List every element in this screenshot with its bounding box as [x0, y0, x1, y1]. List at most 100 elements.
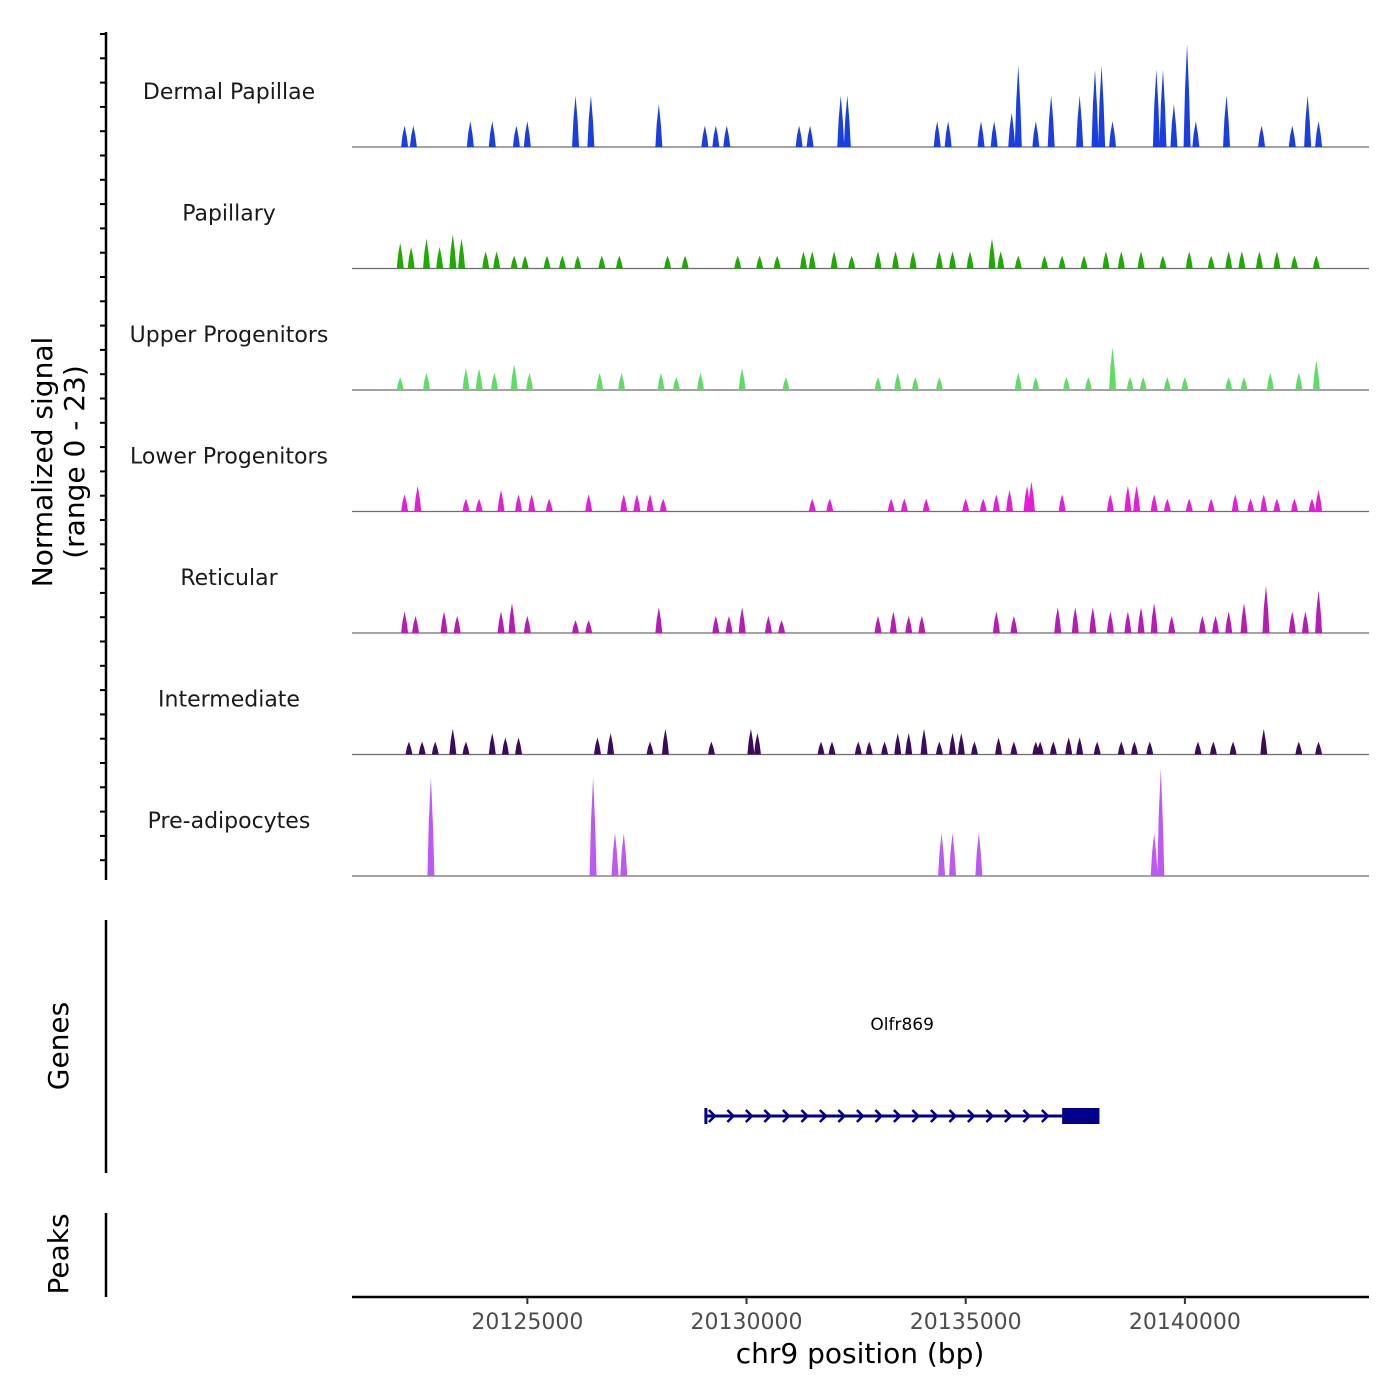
- signal-peak: [462, 741, 470, 755]
- signal-peak: [1126, 377, 1134, 390]
- signal-peak: [1058, 494, 1066, 512]
- signal-peak: [1117, 741, 1125, 755]
- signal-peak: [1146, 741, 1154, 755]
- signal-peak: [1315, 590, 1323, 633]
- signal-peak: [1089, 607, 1097, 633]
- signal-peak: [1010, 741, 1018, 755]
- strand-arrow: [911, 1109, 921, 1123]
- signal-peak: [1150, 833, 1158, 876]
- signal-peak: [593, 737, 601, 755]
- signal-peak: [966, 251, 974, 269]
- signal-peak: [1093, 741, 1101, 755]
- signal-peak: [589, 777, 597, 876]
- signal-peak: [979, 498, 987, 512]
- signal-peak: [738, 368, 746, 390]
- signal-peak: [1273, 251, 1281, 269]
- signal-peak: [458, 238, 466, 269]
- signal-peak: [659, 498, 667, 512]
- signal-peak: [933, 121, 941, 147]
- signal-peak: [1240, 377, 1248, 390]
- signal-peak: [1260, 494, 1268, 512]
- signal-peak: [843, 95, 851, 147]
- signal-peak: [587, 95, 595, 147]
- signal-peak: [938, 833, 946, 876]
- signal-peak: [1152, 69, 1160, 147]
- strand-arrow: [1003, 1109, 1013, 1123]
- signal-peak: [1006, 490, 1014, 512]
- signal-peak: [865, 741, 873, 755]
- signal-peak: [889, 611, 897, 633]
- signal-peak: [756, 255, 764, 269]
- signal-peak: [707, 741, 715, 755]
- signal-peak: [1312, 255, 1320, 269]
- signal-peak: [1223, 95, 1231, 147]
- signal-peak: [545, 498, 553, 512]
- signal-peak: [497, 611, 505, 633]
- signal-peak: [1229, 741, 1237, 755]
- signal-peak: [646, 494, 654, 512]
- track-lower-progenitors: Lower Progenitors: [130, 445, 1369, 513]
- signal-peak: [543, 255, 551, 269]
- signal-peak: [887, 498, 895, 512]
- signal-peak: [528, 494, 536, 512]
- signal-peak: [1194, 741, 1202, 755]
- signal-peak: [944, 121, 952, 147]
- signal-peak: [894, 372, 902, 390]
- signal-peak: [747, 728, 755, 755]
- signal-peak: [701, 125, 709, 147]
- signal-peak: [905, 733, 913, 755]
- signal-peak: [488, 121, 496, 147]
- signal-peak: [440, 611, 448, 633]
- track-label: Lower Progenitors: [130, 445, 328, 470]
- signal-peak: [1170, 104, 1178, 147]
- signal-peak: [466, 121, 474, 147]
- gene-olfr869: Olfr869: [704, 1015, 1100, 1124]
- signal-peak: [672, 377, 680, 390]
- signal-peak: [1150, 602, 1158, 633]
- signal-peak: [738, 607, 746, 633]
- signal-peak: [1076, 95, 1084, 147]
- signal-peak: [1054, 607, 1062, 633]
- signal-peak: [1301, 611, 1309, 633]
- signal-peak: [900, 498, 908, 512]
- signal-peak: [1159, 69, 1167, 147]
- signal-peak: [508, 602, 516, 633]
- signal-peak: [497, 490, 505, 512]
- signal-peak: [618, 372, 626, 390]
- signal-peak: [661, 728, 669, 755]
- y-axis-title: Normalized signal: [26, 337, 59, 588]
- signal-peak: [795, 125, 803, 147]
- signal-peak: [1209, 741, 1217, 755]
- signal-peak: [523, 615, 531, 633]
- signal-peak: [407, 247, 415, 269]
- signal-peak: [585, 494, 593, 512]
- signal-peak: [1185, 251, 1193, 269]
- signal-peak: [920, 728, 928, 755]
- x-tick-label: 20130000: [691, 1310, 803, 1335]
- signal-peak: [1137, 607, 1145, 633]
- signal-peak: [1041, 255, 1049, 269]
- signal-peak: [427, 777, 435, 876]
- signal-peak: [837, 95, 845, 147]
- signal-peak: [1225, 377, 1233, 390]
- signal-peak: [526, 372, 534, 390]
- signal-peak: [572, 620, 580, 633]
- signal-peak: [1198, 615, 1206, 633]
- strand-arrow: [837, 1109, 847, 1123]
- signal-peak: [396, 242, 404, 269]
- signal-peak: [830, 251, 838, 269]
- signal-peak: [1084, 377, 1092, 390]
- track-label: Pre-adipocytes: [148, 809, 311, 834]
- signal-peak: [905, 615, 913, 633]
- strand-arrow: [726, 1109, 736, 1123]
- signal-peak: [1258, 125, 1266, 147]
- signal-peak: [510, 255, 518, 269]
- signal-peak: [935, 377, 943, 390]
- signal-peak: [800, 251, 808, 269]
- signal-peak: [1058, 255, 1066, 269]
- signal-peak: [1273, 498, 1281, 512]
- signal-peak: [405, 741, 413, 755]
- signal-peak: [449, 728, 457, 755]
- signal-peak: [808, 498, 816, 512]
